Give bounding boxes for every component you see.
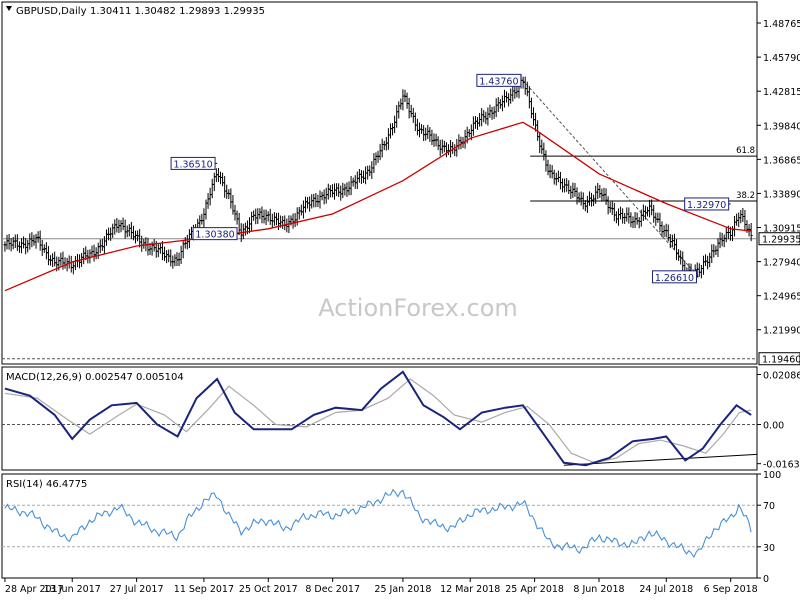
macd-series bbox=[2, 370, 758, 467]
rsi-y-tick-label: 70 bbox=[763, 501, 775, 512]
watermark: ActionForex.com bbox=[318, 294, 518, 322]
macd-main-line bbox=[4, 370, 752, 467]
current-price-box bbox=[758, 232, 800, 246]
price-y-tick-label: 1.30915 bbox=[763, 224, 800, 235]
x-axis-tick-label: 24 Jul 2018 bbox=[639, 584, 693, 595]
price-series bbox=[3, 74, 753, 281]
x-axis-tick-label: 8 Dec 2017 bbox=[305, 584, 360, 595]
annotation-box bbox=[476, 73, 522, 87]
annotation-box bbox=[651, 270, 697, 284]
annotation-label: 1.32970 bbox=[687, 200, 726, 211]
macd-y-tick-label: 0.020861 bbox=[763, 371, 800, 382]
macd-y-tick-label: 0.00 bbox=[763, 420, 784, 431]
price-annotations: 1.43760 1.36510 1.30380 1.32970 1.26610 1.194… bbox=[170, 73, 800, 366]
macd-trend-line bbox=[563, 453, 758, 466]
annotation-label: 1.43760 bbox=[479, 76, 518, 87]
macd-title: MACD(12,26,9) 0.002547 0.005104 bbox=[6, 372, 184, 383]
annotation-label: 1.36510 bbox=[173, 159, 212, 170]
rsi-line bbox=[4, 488, 752, 559]
price-y-tick-label: 1.24965 bbox=[763, 292, 800, 303]
macd-signal-line bbox=[4, 378, 752, 464]
x-axis-tick-label: 13 Jun 2017 bbox=[44, 584, 101, 595]
rsi-panel bbox=[1, 473, 758, 579]
dropdown-triangle-icon[interactable] bbox=[6, 6, 12, 11]
annotation-label: 1.26610 bbox=[655, 273, 694, 284]
price-y-axis: 1.48765 1.45790 1.42815 1.39840 1.36865 1.338… bbox=[757, 19, 800, 337]
annotation-box bbox=[170, 156, 216, 170]
annotation-label: 1.30380 bbox=[195, 230, 234, 241]
rsi-series bbox=[2, 488, 757, 559]
annotation-label: 1.19460 bbox=[762, 355, 800, 366]
x-axis-tick-label: 25 Oct 2017 bbox=[239, 584, 298, 595]
moving-average-series bbox=[4, 121, 752, 292]
x-axis-tick-label: 11 Sep 2017 bbox=[174, 584, 234, 595]
price-y-tick-label: 1.48765 bbox=[763, 19, 800, 30]
rsi-y-tick-label: 30 bbox=[763, 543, 775, 554]
fib-level-label: 61.8 bbox=[736, 146, 755, 156]
price-panel bbox=[1, 1, 758, 365]
price-y-tick-label: 1.27940 bbox=[763, 258, 800, 269]
x-axis-tick-label: 25 Apr 2018 bbox=[505, 584, 564, 595]
rsi-y-tick-label: 0 bbox=[763, 574, 769, 585]
macd-panel bbox=[1, 366, 758, 471]
price-y-tick-label: 1.45790 bbox=[763, 53, 800, 64]
fib-level-label: 38.2 bbox=[736, 191, 755, 201]
x-axis-tick-label: 25 Jan 2018 bbox=[374, 584, 431, 595]
x-axis-tick-label: 27 Jul 2017 bbox=[110, 584, 164, 595]
rsi-y-tick-label: 100 bbox=[763, 470, 781, 481]
macd-y-axis: 0.020861 0.00 -0.016357 bbox=[757, 371, 800, 471]
price-y-tick-label: 1.36865 bbox=[763, 155, 800, 166]
current-price-label: 1.29935 bbox=[762, 235, 800, 246]
annotation-box bbox=[192, 227, 238, 241]
x-axis-tick-label: 12 Mar 2018 bbox=[440, 584, 500, 595]
symbol-header: GBPUSD,Daily 1.30411 1.30482 1.29893 1.2… bbox=[6, 6, 265, 17]
annotation-box bbox=[758, 352, 800, 366]
moving-average-line bbox=[4, 121, 752, 292]
ohlc-values: 1.30411 1.30482 1.29893 1.29935 bbox=[90, 6, 265, 17]
x-axis-tick-label: 6 Sep 2018 bbox=[704, 584, 758, 595]
price-y-tick-label: 1.39840 bbox=[763, 121, 800, 132]
rsi-y-axis: 100 70 30 0 bbox=[757, 470, 781, 585]
x-axis-tick-label: 28 Apr 2017 bbox=[5, 584, 64, 595]
macd-y-tick-label: -0.016357 bbox=[763, 460, 800, 471]
annotation-box bbox=[684, 197, 730, 211]
rsi-title: RSI(14) 46.4775 bbox=[6, 479, 87, 490]
price-y-tick-label: 1.21990 bbox=[763, 326, 800, 337]
price-y-tick-label: 1.42815 bbox=[763, 87, 800, 98]
price-y-tick-label: 1.33890 bbox=[763, 189, 800, 200]
x-axis-tick-label: 8 Jun 2018 bbox=[573, 584, 624, 595]
symbol-label: GBPUSD,Daily bbox=[16, 6, 87, 17]
